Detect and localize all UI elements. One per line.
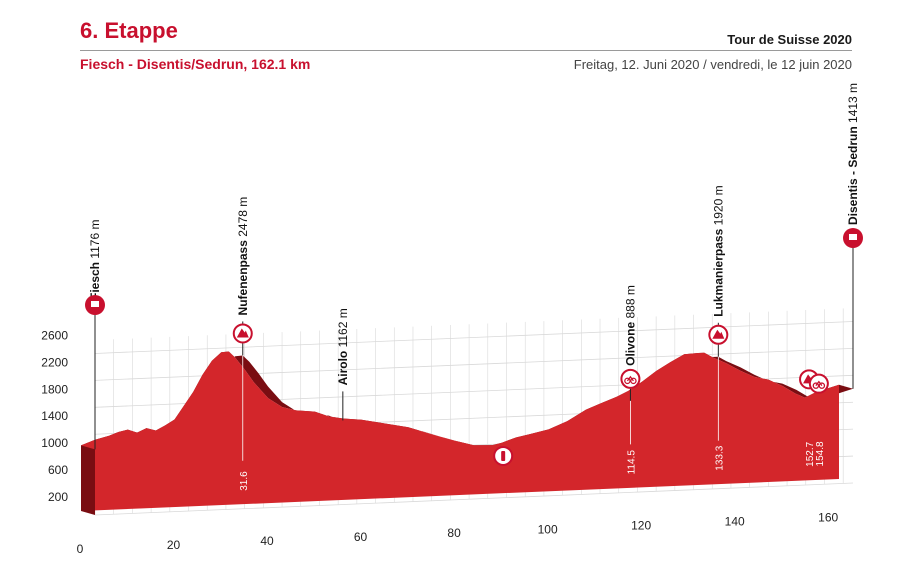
x-axis-ticks: 0 20 40 60 80 100 120 140 160 (77, 510, 839, 556)
point-label: Fiesch 1176 m (88, 220, 102, 300)
stage-title: 6. Etappe (80, 18, 178, 43)
sprint-bike-icon (620, 368, 641, 389)
point-elevation: 1920 m (711, 185, 725, 228)
terrain-left-cap (81, 445, 95, 515)
point-label: Lukmanierpass 1920 m (711, 185, 725, 316)
icon-ring (808, 373, 829, 394)
bike-wheel (624, 377, 631, 385)
icon-ring (620, 368, 641, 389)
mountain-icon (708, 324, 729, 345)
icon-glyph (849, 234, 857, 240)
extra-km-label: 154.8 (815, 441, 826, 466)
point-1: Nufenenpass 2478 m 31.6 (236, 197, 250, 491)
terrain-area (81, 351, 853, 515)
x-tick-label: 100 (538, 522, 558, 536)
point-label: Disentis - Sedrun 1413 m (846, 83, 860, 225)
point-km-label: 31.6 (239, 471, 250, 491)
header-rule (80, 50, 852, 51)
bike-wheel (818, 382, 826, 389)
race-name: Tour de Suisse 2020 (727, 32, 852, 47)
point-name: Olivone (623, 322, 637, 366)
y-axis-ticks: 200 600 1000 1400 1800 2200 2600 (41, 328, 68, 504)
point-km-label: 114.5 (626, 450, 637, 475)
y-tick-label: 1800 (41, 382, 68, 396)
x-tick-label: 140 (725, 514, 745, 528)
x-tick-label: 80 (447, 526, 461, 540)
bike-wheel (630, 377, 637, 385)
bike-frame (626, 375, 634, 382)
point-name: Fiesch (88, 262, 102, 300)
point-0: Fiesch 1176 m (85, 220, 105, 450)
feed-zone-icon (493, 445, 514, 466)
terrain-face (81, 351, 839, 511)
x-tick-label: 160 (818, 510, 838, 524)
point-markers: Fiesch 1176 m Nufenenpass 2478 m 31.6 Airol… (85, 83, 863, 491)
point-elevation: 1413 m (846, 83, 860, 126)
point-4: Lukmanierpass 1920 m 133.3 (711, 185, 725, 470)
mountain-glyph (236, 328, 249, 338)
stage-route: Fiesch - Disentis/Sedrun, 162.1 km (80, 56, 311, 72)
icon-glyph (91, 301, 99, 307)
point-name: Airolo (336, 351, 350, 386)
y-tick-label: 1000 (41, 436, 68, 450)
point-elevation: 888 m (623, 285, 637, 322)
point-elevation: 1176 m (88, 220, 102, 262)
y-tick-label: 600 (48, 463, 68, 477)
mountain-glyph (712, 329, 725, 339)
bike-wheel (812, 382, 820, 389)
x-tick-label: 60 (354, 530, 368, 544)
bottle-glyph (501, 450, 506, 461)
extra-km-label: 152.7 (805, 441, 816, 466)
x-tick-label: 20 (167, 538, 181, 552)
sprint-bike-icon (808, 373, 829, 394)
y-tick-label: 1400 (41, 409, 68, 423)
point-name: Lukmanierpass (711, 228, 725, 316)
point-3: Olivone 888 m 114.5 (623, 285, 637, 474)
point-name: Disentis - Sedrun (846, 126, 860, 225)
point-5: Disentis - Sedrun 1413 m (843, 83, 863, 389)
y-tick-label: 2600 (41, 328, 68, 342)
bike-frame (815, 380, 823, 387)
point-elevation: 2478 m (236, 197, 250, 240)
grid-line-h (94, 482, 854, 516)
point-km-label: 133.3 (714, 445, 725, 470)
mountain-icon (232, 323, 253, 344)
point-name: Nufenenpass (236, 240, 250, 316)
x-tick-label: 0 (77, 542, 84, 556)
x-tick-label: 40 (260, 534, 274, 548)
point-label: Olivone 888 m (623, 285, 637, 366)
y-tick-label: 2200 (41, 355, 68, 369)
point-label: Nufenenpass 2478 m (236, 197, 250, 316)
point-elevation: 1162 m (336, 308, 350, 350)
grid-line-h (94, 321, 854, 354)
point-label: Airolo 1162 m (336, 308, 350, 385)
y-tick-label: 200 (48, 490, 68, 504)
point-2: Airolo 1162 m (336, 308, 350, 421)
x-tick-label: 120 (631, 518, 651, 532)
stage-date: Freitag, 12. Juni 2020 / vendredi, le 12… (573, 57, 852, 72)
